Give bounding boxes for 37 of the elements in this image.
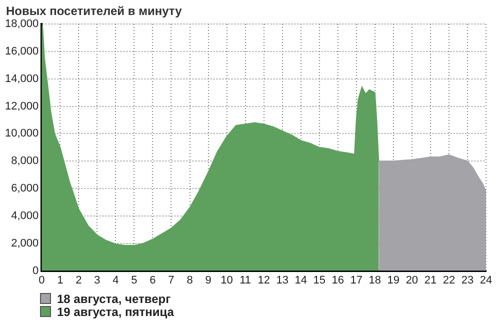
y-tick-label: 18,000 (4, 18, 39, 30)
x-tick-label: 10 (220, 274, 233, 286)
x-tick-label: 14 (294, 274, 307, 286)
x-tick-label: 11 (240, 274, 252, 286)
x-tick-label: 23 (461, 274, 474, 286)
x-tick-label: 9 (205, 274, 212, 286)
legend-label: 19 августа, пятница (57, 304, 174, 318)
y-tick-label: 8,000 (11, 155, 39, 168)
chart-title: Новых посетителей в минуту (6, 4, 182, 18)
x-tick-label: 1 (57, 274, 64, 286)
y-tick-label: 0 (32, 264, 39, 277)
x-tick-label: 17 (350, 274, 363, 286)
x-tick-label: 7 (168, 274, 174, 286)
x-tick-label: 13 (276, 274, 288, 286)
y-tick-label: 10,000 (4, 128, 39, 140)
x-tick-label: 19 (387, 274, 400, 286)
x-tick-label: 21 (424, 274, 437, 286)
y-tick-label: 2,000 (11, 237, 39, 250)
y-tick-label: 6,000 (11, 182, 39, 195)
x-tick-label: 24 (480, 274, 492, 286)
x-tick-label: 16 (332, 274, 344, 286)
x-tick-label: 8 (186, 274, 193, 286)
x-tick-label: 22 (442, 274, 456, 286)
y-tick-label: 16,000 (4, 45, 39, 58)
x-tick-label: 5 (131, 274, 138, 286)
x-tick-label: 3 (94, 274, 100, 286)
y-tick-label: 4,000 (11, 210, 39, 222)
x-tick-label: 12 (258, 274, 270, 286)
x-tick-label: 4 (112, 274, 119, 286)
x-tick-label: 2 (76, 274, 82, 286)
x-tick-label: 15 (313, 274, 326, 286)
x-tick-label: 18 (368, 274, 382, 286)
legend-label: 18 августа, четверг (57, 292, 171, 306)
x-tick-label: 20 (406, 274, 418, 286)
y-tick-label: 12,000 (4, 100, 39, 112)
x-tick-label: 6 (150, 274, 156, 286)
y-tick-label: 14,000 (4, 72, 39, 85)
